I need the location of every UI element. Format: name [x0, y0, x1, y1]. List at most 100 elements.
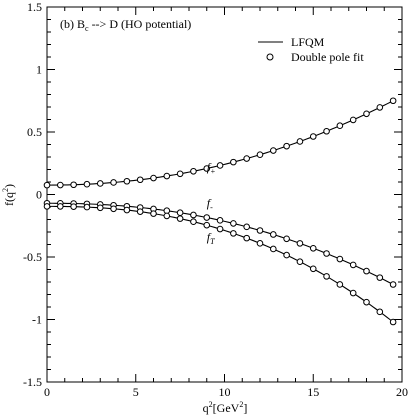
fit-marker: [123, 177, 131, 185]
fit-marker: [256, 240, 264, 247]
fit-marker: [309, 265, 317, 273]
fit-marker: [57, 203, 64, 210]
fit-marker: [243, 223, 250, 231]
fit-marker: [270, 245, 277, 253]
fit-marker: [70, 203, 77, 210]
fit-marker: [296, 258, 304, 266]
fit-marker: [389, 97, 397, 105]
fit-marker: [256, 227, 264, 234]
legend-marker-sample: [266, 53, 274, 61]
fit-marker: [176, 209, 184, 217]
curve-label: f-: [207, 196, 213, 212]
fit-marker: [110, 179, 117, 186]
fit-marker: [190, 218, 197, 225]
y-tick-label: 1: [36, 63, 42, 77]
tick-labels: 0 5 10 15 20 -1.5 -1 -0.5 0 0.5 1 1.5: [23, 0, 408, 399]
fit-marker: [363, 267, 370, 275]
fit-marker: [323, 250, 330, 257]
curves: [46, 100, 394, 323]
fit-marker: [323, 127, 330, 135]
fit-marker: [163, 172, 171, 180]
fit-marker: [243, 155, 250, 162]
fit-marker: [230, 158, 237, 166]
fit-marker: [349, 116, 357, 124]
fit-marker: [363, 298, 370, 306]
markers: [43, 97, 397, 326]
legend-line-label: LFQM: [291, 35, 325, 49]
fit-marker: [296, 240, 304, 247]
fit-marker: [70, 181, 77, 189]
y-tick-label: 1.5: [27, 0, 42, 14]
legend: LFQM Double pole fit: [258, 35, 364, 64]
legend-marker-label: Double pole fit: [291, 50, 364, 64]
fit-marker: [216, 162, 224, 169]
fit-marker: [270, 231, 277, 238]
fit-marker: [376, 308, 384, 316]
lfqm-curve: [47, 205, 394, 323]
fit-marker: [43, 181, 51, 189]
fit-marker: [96, 204, 104, 212]
fit-marker: [176, 170, 184, 178]
lfqm-curve: [47, 202, 394, 285]
fit-marker: [363, 110, 370, 118]
fit-marker: [349, 289, 357, 297]
fit-marker: [123, 206, 131, 214]
y-axis-label: f(q2): [1, 184, 16, 206]
fit-marker: [216, 217, 224, 224]
fit-marker: [150, 174, 157, 182]
y-tick-label: -1: [32, 313, 42, 327]
x-tick-label: 10: [219, 385, 231, 399]
x-axis-label: q2[GeV2]: [203, 400, 248, 415]
fit-marker: [296, 138, 304, 145]
y-tick-label: -1.5: [23, 375, 42, 389]
axis-ticks: [46, 6, 403, 383]
fit-marker: [216, 225, 224, 233]
fit-marker: [110, 205, 117, 213]
fit-marker: [57, 181, 64, 189]
y-tick-label: 0: [36, 188, 42, 202]
x-tick-label: 5: [133, 385, 139, 399]
y-tick-label: -0.5: [23, 250, 42, 264]
x-tick-label: 0: [44, 385, 50, 399]
fit-marker: [190, 211, 197, 219]
fit-marker: [176, 215, 184, 222]
fit-marker: [283, 251, 290, 259]
fit-marker: [83, 180, 91, 188]
y-tick-label: 0.5: [27, 125, 42, 139]
fit-marker: [323, 273, 330, 280]
fit-marker: [270, 147, 277, 154]
fit-marker: [309, 244, 317, 252]
curve-label: fT: [207, 230, 215, 246]
fit-marker: [243, 234, 250, 242]
fit-marker: [203, 165, 211, 172]
fit-marker: [389, 318, 397, 326]
fit-marker: [256, 151, 264, 158]
fit-marker: [376, 104, 384, 111]
fit-marker: [230, 220, 237, 227]
fit-marker: [96, 180, 104, 187]
fit-marker: [336, 122, 344, 130]
x-tick-label: 15: [307, 385, 319, 399]
fit-marker: [309, 133, 317, 140]
fit-marker: [336, 281, 344, 288]
fit-marker: [283, 142, 290, 150]
fit-marker: [389, 281, 397, 288]
fit-marker: [230, 230, 237, 237]
fit-marker: [349, 261, 357, 269]
fit-marker: [203, 214, 211, 221]
fit-marker: [376, 274, 384, 281]
fit-marker: [283, 235, 290, 243]
fit-marker: [150, 210, 157, 217]
x-tick-label: 20: [396, 385, 408, 399]
fit-marker: [163, 212, 171, 220]
fit-marker: [136, 176, 144, 184]
fit-marker: [136, 208, 144, 215]
fit-marker: [203, 221, 211, 229]
fit-marker: [336, 255, 344, 263]
lfqm-curve: [46, 100, 394, 186]
curve-labels: f+ f-fT: [207, 160, 216, 246]
curve-label: f+: [207, 160, 216, 176]
fit-marker: [43, 203, 51, 210]
fit-marker: [190, 167, 197, 175]
